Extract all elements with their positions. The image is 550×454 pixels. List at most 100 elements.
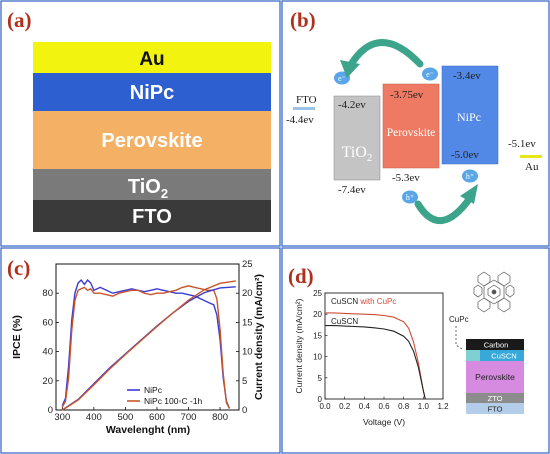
fto-level: -4.4ev <box>286 114 314 126</box>
jv-legend-cuscn-part: CuSCN <box>331 297 360 306</box>
ipce-x-tick-label: 500 <box>117 412 133 423</box>
jv-legend-with-cupc-part: with CuPc <box>359 297 396 306</box>
carbon-layer-label: Carbon <box>484 341 509 350</box>
tio2-box <box>333 95 381 181</box>
hole-perovskite-icon <box>402 190 418 204</box>
perovskite-layer-d <box>466 361 524 393</box>
jv-y-tick-label: 20 <box>313 310 322 319</box>
panel-c-frame <box>0 247 281 454</box>
fto-layer <box>33 200 271 232</box>
jv-x-tick-label: 1.2 <box>437 402 449 411</box>
jv-series-line-0 <box>325 312 426 400</box>
nipc-layer <box>33 73 271 111</box>
fto-level-bar <box>293 107 315 110</box>
ipce-y-tick-label: 0 <box>48 405 53 416</box>
cupc-dot-region <box>466 350 480 361</box>
perovskite-name: Perovskite <box>387 127 436 139</box>
zto-layer-label: ZTO <box>488 394 503 403</box>
legend-nipc-annealed-label: NiPc 100◦C -1h <box>144 396 203 406</box>
electron-transfer-arrow <box>346 39 424 70</box>
nipc-name: NiPc <box>457 110 481 124</box>
nipc-top: -3.4ev <box>453 70 481 82</box>
ipce-plot-area <box>55 263 240 411</box>
au-level-bar <box>520 155 542 158</box>
ipce-y-axis-label: IPCE (%) <box>11 315 23 359</box>
panel-c-label: (c) <box>7 256 30 280</box>
ipce-y2-tick-label: 15 <box>242 317 253 328</box>
au-layer-label: Au <box>139 49 164 70</box>
tio2-bottom: -7.4ev <box>338 184 366 196</box>
jv-x-tick-label: 1.0 <box>418 402 430 411</box>
nipc-box <box>441 65 499 165</box>
ipce-x-tick-label: 300 <box>54 412 70 423</box>
ipce-y-tick-label: 40 <box>42 347 53 358</box>
au-layer <box>33 42 271 73</box>
ipce-series-line-3 <box>61 280 236 411</box>
jv-y-tick-label: 25 <box>313 289 322 298</box>
ipce-y-tick-label: 20 <box>42 376 53 387</box>
perovskite-box <box>382 83 440 169</box>
zto-layer <box>466 393 524 403</box>
hole-nipc-label: h⁺ <box>466 172 474 181</box>
hole-perovskite-label: h⁺ <box>406 193 414 202</box>
ipce-y2-tick-label: 0 <box>242 405 247 416</box>
ipce-y2-axis-label: Current density (mA/cm²) <box>253 274 265 400</box>
au-name: Au <box>525 161 539 173</box>
jv-ticks: 0.0 0.2 0.4 0.6 0.8 1.0 1.2 0 5 10 15 20 25 <box>313 289 449 411</box>
jv-x-tick-label: 0.8 <box>398 402 410 411</box>
perovskite-layer-d-label: Perovskite <box>475 372 515 382</box>
panel-c: (c) 300 400 500 600 700 800020406080051015202… <box>7 256 265 436</box>
ipce-y2-tick-label: 10 <box>242 347 253 358</box>
ipce-x-tick-label: 600 <box>149 412 165 423</box>
ipce-series <box>61 279 236 411</box>
ipce-x-tick-label: 700 <box>181 412 197 423</box>
jv-y-tick-label: 10 <box>313 353 322 362</box>
tio2-top: -4.2ev <box>338 99 366 111</box>
jv-y-tick-label: 0 <box>318 395 323 404</box>
jv-legend-cuscn-cupc: CuSCN with CuPc <box>331 297 396 306</box>
ipce-x-tick-label: 400 <box>86 412 102 423</box>
jv-x-tick-label: 0.6 <box>378 402 390 411</box>
tio2-name: TiO2 <box>342 144 373 164</box>
legend-nipc-label: NiPc <box>144 385 163 395</box>
perovskite-top: -3.75ev <box>390 89 424 101</box>
jv-legend-cuscn: CuSCN <box>331 317 358 326</box>
ipce-series-line-1 <box>61 285 231 409</box>
ipce-y2-tick-label: 25 <box>242 259 253 270</box>
panel-b: (b) FTO -4.4ev -4.2ev TiO2 -7.4ev -3.75e… <box>286 8 542 225</box>
perovskite-bottom: -5.3ev <box>392 172 420 184</box>
ipce-x-tick-label: 800 <box>212 412 228 423</box>
ipce-y2-tick-label: 5 <box>242 376 247 387</box>
panel-a-label: (a) <box>7 8 32 32</box>
fto-layer-d <box>466 403 524 414</box>
cupc-molecule-icon <box>473 271 515 313</box>
ipce-x-axis-label: Wavelenght (nm) <box>106 424 190 436</box>
panel-a: Au NiPc Perovskite TiO2 FTO (a) <box>7 8 271 232</box>
cuscn-layer-label: CuSCN <box>491 352 516 361</box>
electron-perovskite-label: e⁻ <box>426 70 434 79</box>
au-level: -5.1ev <box>508 138 536 150</box>
jv-y-axis-label: Current density (mA/cm²) <box>294 298 304 393</box>
hole-arrow-head-icon <box>460 184 478 204</box>
fto-layer-label: FTO <box>132 206 172 228</box>
jv-x-tick-label: 0.4 <box>359 402 371 411</box>
jv-x-tick-label: 0.2 <box>339 402 351 411</box>
electron-arrow-head-icon <box>340 60 360 78</box>
ipce-y2-tick-label: 20 <box>242 288 253 299</box>
panel-d: (d) 0.0 0.2 0.4 0.6 0.8 1.0 1.2 0 5 10 15 20 25 Volt… <box>288 264 524 427</box>
hole-nipc-icon <box>462 169 478 183</box>
cupc-label: CuPc <box>449 315 469 324</box>
nipc-bottom: -5.0ev <box>451 149 479 161</box>
jv-x-axis-label: Voltage (V) <box>363 417 405 427</box>
jv-y-tick-label: 5 <box>318 374 323 383</box>
cuscn-layer <box>466 350 524 361</box>
panel-d-label: (d) <box>288 264 314 288</box>
carbon-layer <box>466 339 524 350</box>
tio2-layer <box>33 169 271 200</box>
perovskite-layer-label: Perovskite <box>101 130 202 152</box>
nipc-layer-label: NiPc <box>130 82 174 104</box>
jv-x-tick-label: 0.0 <box>319 402 331 411</box>
ipce-y-tick-label: 60 <box>42 317 53 328</box>
electron-perovskite-icon <box>422 67 438 81</box>
